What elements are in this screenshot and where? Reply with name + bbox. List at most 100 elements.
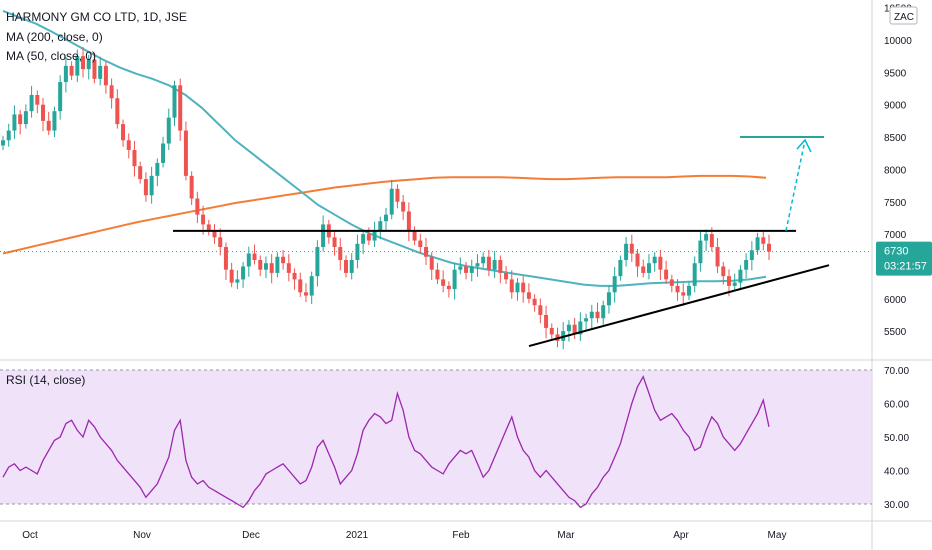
candle-body <box>252 253 257 260</box>
price-tick-label: 5500 <box>884 327 907 338</box>
projection-arrowhead <box>796 138 812 153</box>
candle-body <box>263 263 268 270</box>
candle <box>406 202 411 242</box>
candle <box>669 274 674 293</box>
candle-body <box>624 243 629 260</box>
candle-body <box>418 240 423 248</box>
candle-body <box>172 85 177 118</box>
candle <box>504 266 509 284</box>
candle <box>172 80 177 127</box>
price-tick-label: 7000 <box>884 230 907 241</box>
candle-body <box>223 247 228 270</box>
candle <box>692 256 697 293</box>
candle-body <box>149 175 154 196</box>
rsi-line <box>2 375 770 509</box>
candle <box>132 140 137 177</box>
candle-body <box>75 56 80 76</box>
candle <box>652 252 657 272</box>
candle-body <box>321 224 326 248</box>
candle-body <box>486 256 491 270</box>
candle-body <box>481 256 486 264</box>
candle-body <box>446 285 451 290</box>
candle <box>744 253 749 279</box>
candle <box>566 320 571 342</box>
candle-body <box>595 311 600 319</box>
candle <box>441 270 446 293</box>
candle-body <box>275 256 280 273</box>
candle-body <box>429 256 434 270</box>
candle-body <box>606 292 611 306</box>
candle <box>418 233 423 254</box>
candle-body <box>269 263 274 273</box>
candle <box>1 135 5 150</box>
candle <box>23 104 28 129</box>
price-tick-label: 9000 <box>884 101 907 112</box>
candle <box>241 261 246 288</box>
candle-body <box>578 321 583 335</box>
candle <box>755 232 760 255</box>
candle-body <box>298 279 303 293</box>
candle-body <box>315 247 320 277</box>
candle <box>155 158 160 187</box>
candle-body <box>475 263 480 267</box>
candle-body <box>189 175 194 199</box>
candle-body <box>115 98 120 125</box>
candle-body <box>103 65 108 86</box>
candle-body <box>726 276 731 286</box>
candle-body <box>435 269 440 280</box>
candle-body <box>366 234 371 241</box>
candle-body <box>721 266 726 277</box>
candle <box>223 242 228 281</box>
candle <box>715 237 720 273</box>
candle <box>492 250 497 279</box>
candle-body <box>235 279 240 283</box>
candle <box>138 161 143 184</box>
candle-body <box>755 237 760 251</box>
candle <box>618 255 623 281</box>
candle <box>515 278 520 301</box>
candle <box>761 230 766 251</box>
candle-body <box>686 285 691 296</box>
candle-body <box>349 259 354 273</box>
candle <box>458 257 463 275</box>
candle-body <box>761 237 766 244</box>
candle <box>749 241 754 271</box>
candle <box>446 281 451 298</box>
candle <box>52 106 57 138</box>
candle <box>578 312 583 341</box>
candle <box>18 109 23 135</box>
candle-body <box>69 65 74 76</box>
candle <box>767 234 771 260</box>
candle-body <box>704 234 709 241</box>
candle <box>149 166 154 204</box>
candle-body <box>492 259 497 270</box>
candle-body <box>338 247 343 260</box>
ma50-legend: MA (50, close, 0) <box>6 49 97 63</box>
rsi-tick-label: 30.00 <box>884 500 909 511</box>
projection-arrow <box>785 140 806 232</box>
candle <box>424 237 429 266</box>
candle <box>509 270 514 299</box>
candle <box>195 191 200 224</box>
candle-body <box>29 94 34 112</box>
candle-body <box>86 59 91 70</box>
candle-body <box>509 279 514 293</box>
currency-label: ZAC <box>894 12 914 23</box>
candle-body <box>218 237 223 248</box>
candle <box>212 224 217 244</box>
candle <box>572 317 577 339</box>
candle-body <box>401 201 406 212</box>
candle-body <box>6 130 11 141</box>
candle-body <box>566 324 571 332</box>
candle-body <box>458 266 463 270</box>
time-tick-label: Dec <box>242 530 260 541</box>
price-tick-label: 8000 <box>884 165 907 176</box>
candle <box>452 262 457 300</box>
candle-body <box>303 292 308 296</box>
candle-body <box>343 259 348 273</box>
candle-body <box>281 256 286 264</box>
candle-body <box>498 259 503 273</box>
candle <box>98 56 103 86</box>
candle <box>235 270 240 290</box>
